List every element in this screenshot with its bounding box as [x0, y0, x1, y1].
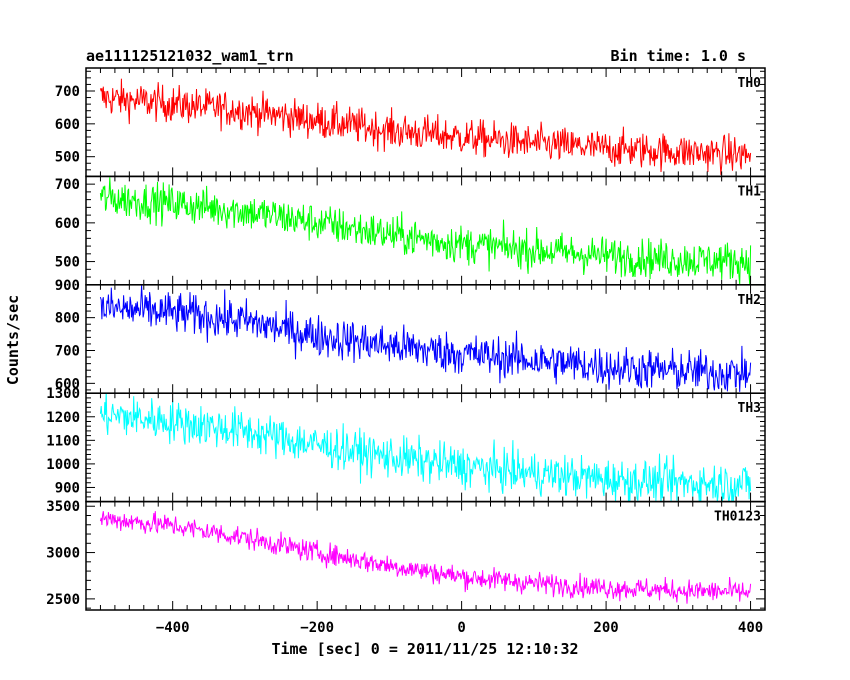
bin-time-label: Bin time: 1.0 s	[611, 47, 746, 65]
x-tick-label: −200	[300, 620, 334, 636]
x-tick-label: −400	[156, 620, 190, 636]
y-tick-label: 1300	[46, 386, 80, 402]
y-tick-label: 1000	[46, 457, 80, 473]
panel-label-th0123: TH0123	[714, 510, 761, 525]
series-line-th0	[99, 78, 752, 175]
y-tick-label: 1100	[46, 433, 80, 449]
panel-th2: 600 700 800 900 TH2	[55, 278, 766, 394]
y-tick-label: 800	[55, 311, 80, 327]
y-tick-label: 1200	[46, 410, 80, 426]
x-axis-label: Time [sec] 0 = 2011/11/25 12:10:32	[271, 640, 578, 658]
panel-frame	[85, 175, 766, 286]
panel-label-th3: TH3	[738, 401, 761, 416]
series-line-th2	[99, 285, 752, 392]
panel-frame	[85, 500, 766, 611]
y-tick-label: 2500	[46, 592, 80, 608]
y-tick-label: 600	[55, 216, 80, 232]
y-tick-label: 900	[55, 480, 80, 496]
chart-title: ae111125121032_wam1_trn	[86, 47, 294, 65]
y-tick-label: 3500	[46, 499, 80, 515]
y-tick-label: 500	[55, 255, 80, 271]
y-tick-label: 3000	[46, 546, 80, 562]
panel-th0: 500 600 700 TH0	[55, 67, 766, 178]
series-line-th3	[99, 393, 752, 502]
y-tick-label: 700	[55, 343, 80, 359]
y-tick-label: 700	[55, 177, 80, 193]
x-tick-label: 400	[738, 620, 763, 636]
panel-label-th1: TH1	[738, 184, 762, 199]
x-tick-label: 0	[457, 620, 465, 636]
panels-group: 500 600 700 TH0 500 600 700 TH1 600 700 800 900 TH2 9…	[46, 67, 766, 611]
series-line-th1	[99, 177, 752, 285]
panel-label-th2: TH2	[738, 293, 761, 308]
y-tick-label: 600	[55, 117, 80, 133]
panel-label-th0: TH0	[738, 76, 762, 91]
y-tick-label: 900	[55, 278, 80, 294]
x-axis: −400 −200 0 200 400	[156, 620, 763, 636]
panel-th0123: 2500 3000 3500 TH0123	[46, 499, 766, 611]
panel-th3: 900 1000 1100 1200 1300 TH3	[46, 386, 766, 503]
x-tick-label: 200	[593, 620, 618, 636]
y-axis-label: Counts/sec	[4, 295, 22, 385]
panel-th1: 500 600 700 TH1	[55, 175, 766, 286]
y-tick-label: 500	[55, 150, 80, 166]
y-tick-label: 700	[55, 84, 80, 100]
series-line-th0123	[99, 511, 752, 604]
y-tick-label: 600	[55, 376, 80, 392]
